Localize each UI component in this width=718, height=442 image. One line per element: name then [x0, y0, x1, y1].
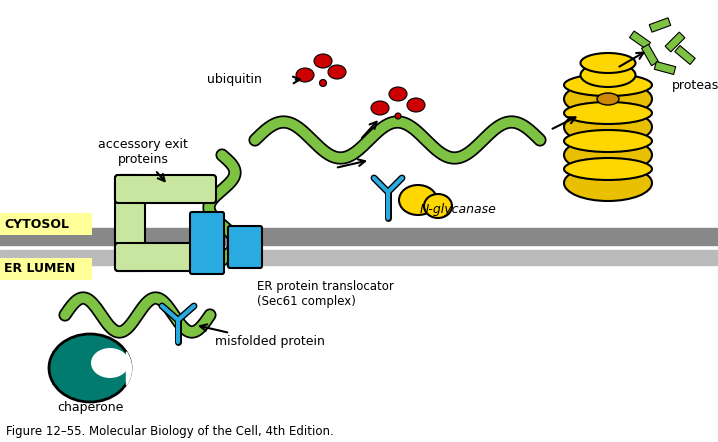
Ellipse shape: [320, 80, 327, 87]
Bar: [0, 213, 92, 235]
Ellipse shape: [580, 63, 635, 87]
Ellipse shape: [564, 81, 652, 117]
Ellipse shape: [424, 194, 452, 218]
Ellipse shape: [389, 87, 407, 101]
Ellipse shape: [371, 101, 389, 115]
Text: chaperone: chaperone: [57, 401, 123, 415]
Ellipse shape: [296, 68, 314, 82]
FancyBboxPatch shape: [228, 226, 262, 268]
PathPatch shape: [642, 44, 658, 66]
Text: N-glycanase: N-glycanase: [420, 203, 497, 217]
Ellipse shape: [564, 74, 652, 96]
Text: proteasome: proteasome: [672, 79, 718, 91]
FancyBboxPatch shape: [190, 212, 224, 274]
Ellipse shape: [91, 348, 129, 378]
Ellipse shape: [49, 334, 131, 402]
FancyBboxPatch shape: [115, 243, 216, 271]
Ellipse shape: [564, 130, 652, 152]
PathPatch shape: [630, 31, 651, 49]
Bar: [0, 258, 92, 280]
Ellipse shape: [564, 109, 652, 145]
Text: ER protein translocator
(Sec61 complex): ER protein translocator (Sec61 complex): [257, 280, 394, 308]
Text: accessory exit
proteins: accessory exit proteins: [98, 138, 188, 166]
Ellipse shape: [564, 165, 652, 201]
Text: CYTOSOL: CYTOSOL: [4, 217, 69, 230]
PathPatch shape: [649, 18, 671, 32]
PathPatch shape: [654, 61, 676, 74]
Bar: [0, 250, 718, 265]
Text: ER LUMEN: ER LUMEN: [4, 263, 75, 275]
PathPatch shape: [675, 46, 695, 65]
Ellipse shape: [399, 185, 437, 215]
Ellipse shape: [580, 53, 635, 73]
Ellipse shape: [597, 93, 619, 105]
Ellipse shape: [395, 113, 401, 119]
Ellipse shape: [564, 137, 652, 173]
Ellipse shape: [328, 65, 346, 79]
Text: misfolded protein: misfolded protein: [215, 335, 325, 348]
Ellipse shape: [314, 54, 332, 68]
Ellipse shape: [564, 158, 652, 180]
Text: ubiquitin: ubiquitin: [207, 73, 262, 87]
PathPatch shape: [665, 32, 685, 52]
FancyBboxPatch shape: [115, 175, 145, 271]
Bar: [0, 228, 718, 245]
Ellipse shape: [407, 98, 425, 112]
Text: Figure 12–55. Molecular Biology of the Cell, 4th Edition.: Figure 12–55. Molecular Biology of the C…: [6, 426, 334, 438]
FancyBboxPatch shape: [115, 175, 216, 203]
Ellipse shape: [564, 102, 652, 124]
